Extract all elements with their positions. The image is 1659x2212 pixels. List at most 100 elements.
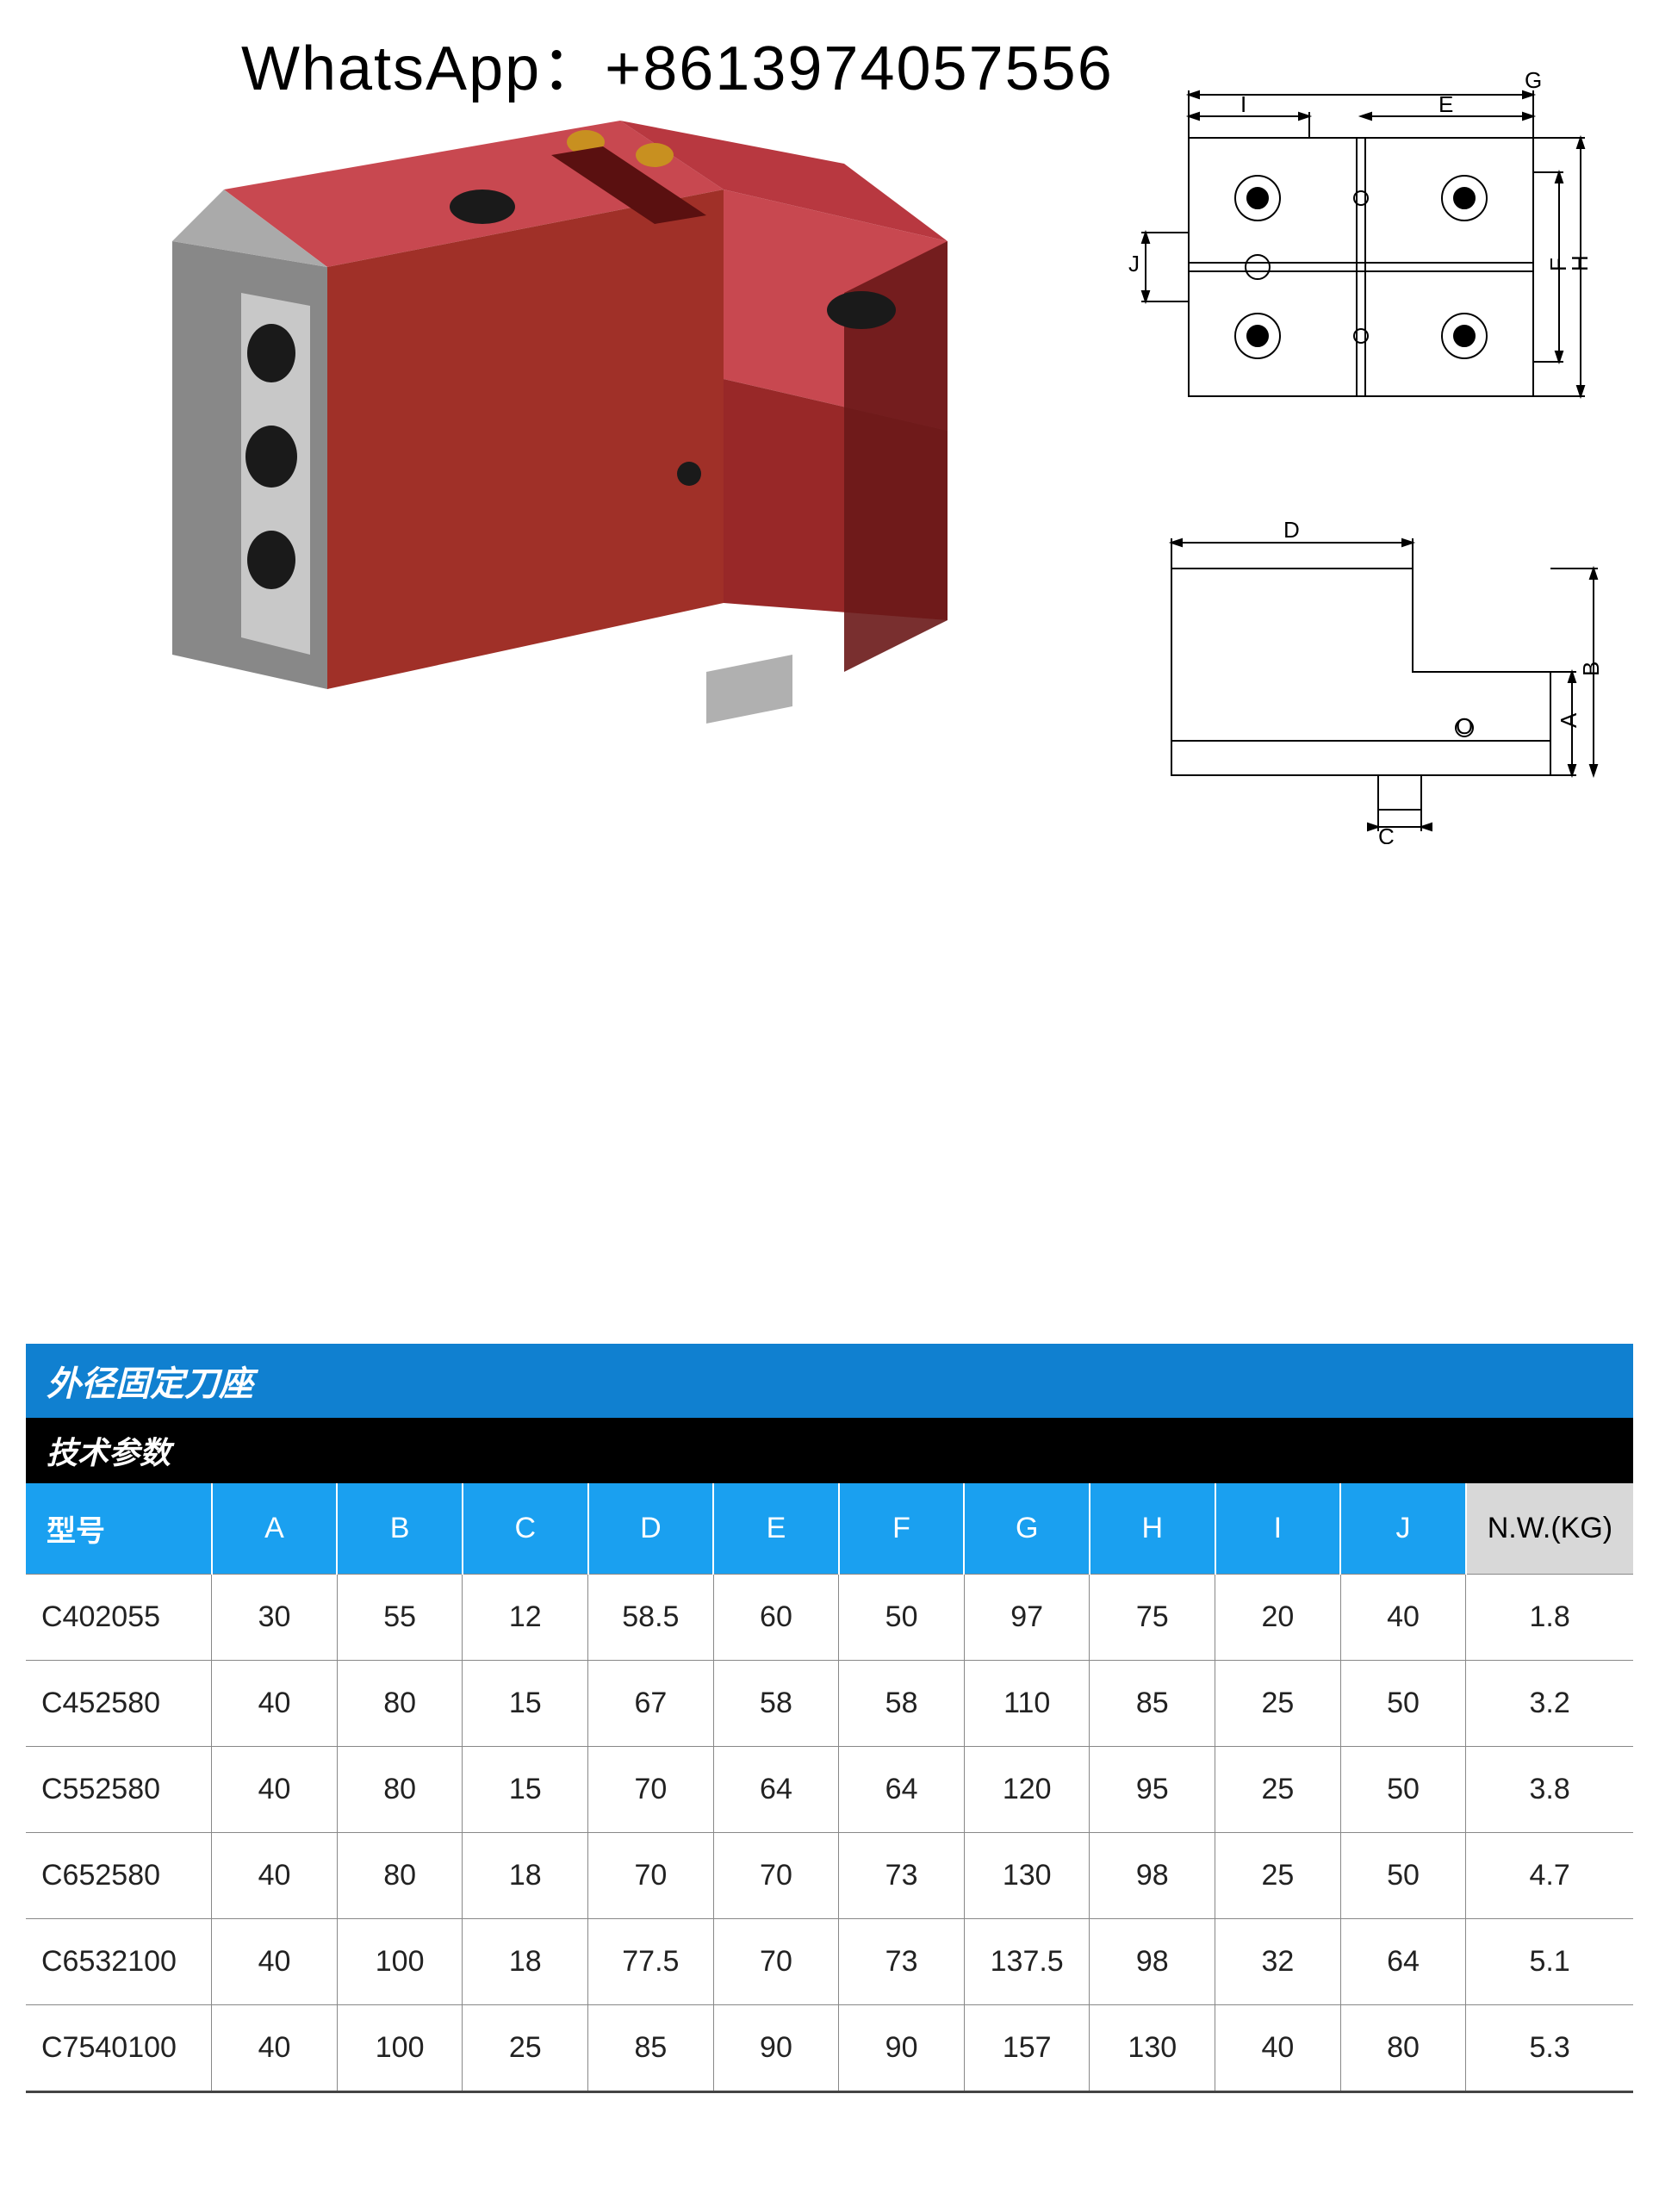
table-cell: 80 xyxy=(337,1833,463,1919)
table-cell: 80 xyxy=(337,1661,463,1747)
table-subtitle: 技术参数 xyxy=(26,1418,1633,1483)
table-cell: 32 xyxy=(1215,1919,1341,2005)
col-e: E xyxy=(713,1483,839,1575)
table-cell: 25 xyxy=(1215,1747,1341,1833)
dim-label-e: E xyxy=(1438,91,1453,117)
table-cell: 40 xyxy=(212,1833,338,1919)
table-cell: 40 xyxy=(212,1661,338,1747)
table-cell: 40 xyxy=(212,2005,338,2092)
table-cell: 95 xyxy=(1090,1747,1215,1833)
dim-label-c: C xyxy=(1378,823,1395,844)
table-cell: 40 xyxy=(212,1919,338,2005)
dim-label-o: O xyxy=(1456,713,1473,739)
dim-label-b: B xyxy=(1578,662,1602,676)
table-cell: 58 xyxy=(839,1661,965,1747)
table-cell: 77.5 xyxy=(588,1919,714,2005)
table-cell: 73 xyxy=(839,1919,965,2005)
table-cell: 80 xyxy=(1340,2005,1466,2092)
table-cell: 70 xyxy=(588,1747,714,1833)
table-cell: 97 xyxy=(964,1575,1090,1661)
table-cell: 25 xyxy=(463,2005,588,2092)
col-a: A xyxy=(212,1483,338,1575)
table-cell: 120 xyxy=(964,1747,1090,1833)
spec-table: 型号 A B C D E F G H I J N.W.(KG) C4020553… xyxy=(26,1483,1633,2093)
table-cell: 5.3 xyxy=(1466,2005,1633,2092)
table-cell: 85 xyxy=(1090,1661,1215,1747)
table-cell: 70 xyxy=(588,1833,714,1919)
table-cell: 50 xyxy=(839,1575,965,1661)
table-cell: 25 xyxy=(1215,1661,1341,1747)
dim-label-j: J xyxy=(1128,251,1140,276)
col-f: F xyxy=(839,1483,965,1575)
table-cell: 98 xyxy=(1090,1833,1215,1919)
table-cell: 70 xyxy=(713,1919,839,2005)
dim-label-a: A xyxy=(1556,712,1581,728)
col-c: C xyxy=(463,1483,588,1575)
table-cell: 5.1 xyxy=(1466,1919,1633,2005)
table-cell: 80 xyxy=(337,1747,463,1833)
table-cell: 50 xyxy=(1340,1833,1466,1919)
table-cell: 64 xyxy=(1340,1919,1466,2005)
table-cell: 58.5 xyxy=(588,1575,714,1661)
table-cell: 18 xyxy=(463,1833,588,1919)
table-cell: 137.5 xyxy=(964,1919,1090,2005)
col-nw: N.W.(KG) xyxy=(1466,1483,1633,1575)
table-cell: 75 xyxy=(1090,1575,1215,1661)
table-row: C5525804080157064641209525503.8 xyxy=(26,1747,1633,1833)
col-b: B xyxy=(337,1483,463,1575)
table-cell: 130 xyxy=(1090,2005,1215,2092)
table-cell: 25 xyxy=(1215,1833,1341,1919)
table-cell: 85 xyxy=(588,2005,714,2092)
table-cell: 40 xyxy=(1215,2005,1341,2092)
col-model: 型号 xyxy=(26,1483,212,1575)
table-cell: 3.8 xyxy=(1466,1747,1633,1833)
table-cell: C7540100 xyxy=(26,2005,212,2092)
col-j: J xyxy=(1340,1483,1466,1575)
table-cell: 90 xyxy=(713,2005,839,2092)
dim-label-i: I xyxy=(1240,91,1246,117)
table-cell: 110 xyxy=(964,1661,1090,1747)
table-cell: 64 xyxy=(839,1747,965,1833)
table-cell: 15 xyxy=(463,1747,588,1833)
technical-diagram-side: D O A B C xyxy=(1120,517,1602,844)
table-cell: 1.8 xyxy=(1466,1575,1633,1661)
table-cell: 100 xyxy=(337,2005,463,2092)
table-cell: 18 xyxy=(463,1919,588,2005)
technical-diagram-top: G I E J F H xyxy=(1120,69,1602,448)
table-cell: 12 xyxy=(463,1575,588,1661)
table-cell: C652580 xyxy=(26,1833,212,1919)
table-cell: 130 xyxy=(964,1833,1090,1919)
table-cell: 20 xyxy=(1215,1575,1341,1661)
table-header-row: 型号 A B C D E F G H I J N.W.(KG) xyxy=(26,1483,1633,1575)
table-cell: 90 xyxy=(839,2005,965,2092)
table-cell: 4.7 xyxy=(1466,1833,1633,1919)
table-cell: C452580 xyxy=(26,1661,212,1747)
table-row: C6532100401001877.57073137.59832645.1 xyxy=(26,1919,1633,2005)
table-cell: 40 xyxy=(1340,1575,1466,1661)
table-row: C40205530551258.56050977520401.8 xyxy=(26,1575,1633,1661)
table-cell: 15 xyxy=(463,1661,588,1747)
table-cell: 50 xyxy=(1340,1747,1466,1833)
table-cell: 67 xyxy=(588,1661,714,1747)
table-cell: 60 xyxy=(713,1575,839,1661)
table-cell: 58 xyxy=(713,1661,839,1747)
table-cell: 73 xyxy=(839,1833,965,1919)
table-cell: 157 xyxy=(964,2005,1090,2092)
table-cell: 98 xyxy=(1090,1919,1215,2005)
col-i: I xyxy=(1215,1483,1341,1575)
col-g: G xyxy=(964,1483,1090,1575)
table-row: C6525804080187070731309825504.7 xyxy=(26,1833,1633,1919)
table-cell: C6532100 xyxy=(26,1919,212,2005)
table-cell: 55 xyxy=(337,1575,463,1661)
col-h: H xyxy=(1090,1483,1215,1575)
spec-table-section: 外径固定刀座 技术参数 型号 A B C D E F G H I J N.W.(… xyxy=(26,1344,1633,2093)
table-cell: 64 xyxy=(713,1747,839,1833)
dim-label-d: D xyxy=(1283,517,1300,543)
table-cell: C552580 xyxy=(26,1747,212,1833)
table-cell: 70 xyxy=(713,1833,839,1919)
table-cell: 30 xyxy=(212,1575,338,1661)
table-cell: 100 xyxy=(337,1919,463,2005)
table-title: 外径固定刀座 xyxy=(26,1344,1633,1418)
product-3d-view xyxy=(69,69,982,775)
dim-label-g: G xyxy=(1525,69,1542,93)
